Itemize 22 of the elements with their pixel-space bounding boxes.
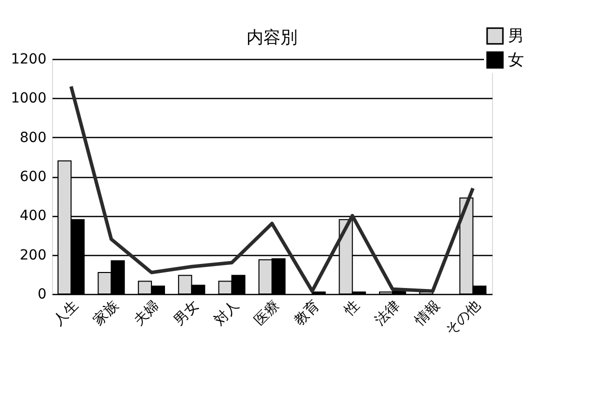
x-tick-label: 情報	[412, 298, 444, 330]
chart-title: 内容別	[246, 28, 298, 48]
x-tick-label: 人生	[50, 298, 82, 329]
x-tick-label: 夫婦	[130, 298, 162, 329]
y-tick-label: 0	[38, 286, 46, 302]
x-tick-label: 医療	[251, 298, 283, 329]
y-tick-label: 400	[20, 208, 46, 224]
y-tick-label: 200	[20, 247, 46, 264]
x-tick-label: 性	[341, 298, 363, 320]
legend-label: 男	[508, 26, 524, 45]
x-tick-label: 男女	[171, 298, 202, 329]
x-tick-label: 対人	[211, 298, 242, 329]
legend-label: 女	[508, 50, 524, 69]
x-tick-label: その他	[442, 298, 484, 339]
x-tick-label: 家族	[90, 298, 122, 329]
y-tick-label: 800	[20, 130, 46, 146]
x-tick-label: 教育	[290, 297, 323, 329]
x-tick-label: 法律	[372, 298, 404, 329]
line-series	[69, 84, 475, 293]
y-tick-label: 600	[20, 169, 46, 185]
y-tick-label: 1000	[10, 90, 46, 107]
y-tick-label: 1200	[10, 52, 46, 68]
